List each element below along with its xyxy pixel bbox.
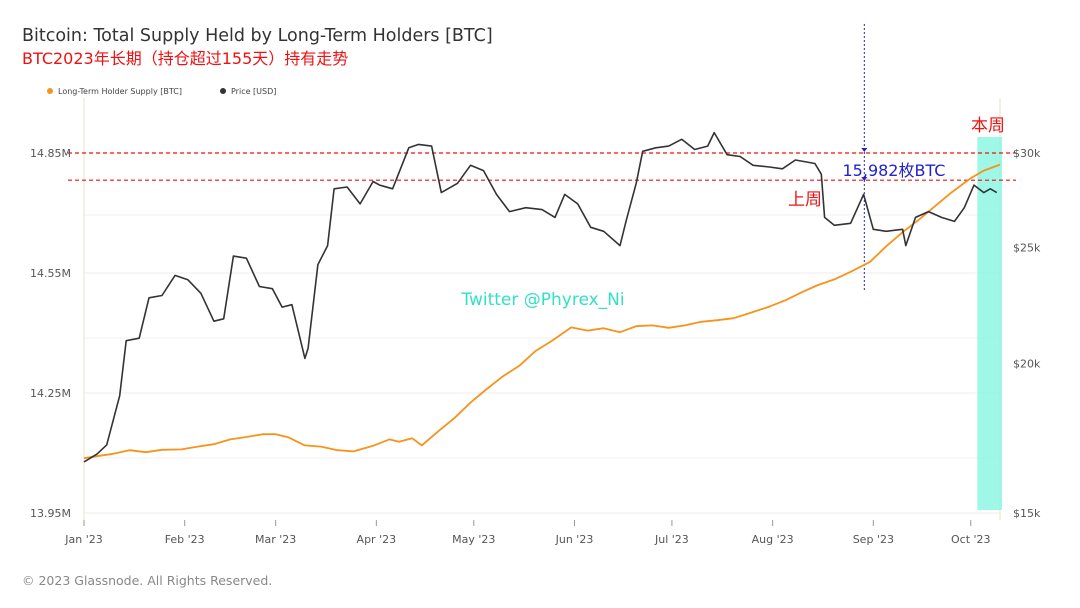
x-axis: Jan '23 Feb '23 Mar '23 Apr '23 May '23 Jun '… [64,520,991,546]
legend-swatch [47,88,53,94]
legend-label: Long-Term Holder Supply [BTC] [58,87,182,96]
y-left-tick-label: 14.85M [30,147,71,160]
reference-marker-0 [861,148,868,152]
annotation-btc-change: 15,982枚BTC [843,161,946,180]
y-axis-left: 13.95M 14.25M 14.55M 14.85M [30,147,71,520]
y-left-tick-label: 14.55M [30,267,71,280]
legend-label: Price [USD] [231,87,276,96]
x-tick-label: Oct '23 [951,533,991,546]
x-tick-label: Jan '23 [64,533,102,546]
series-layer [83,131,1001,463]
chart-legend: Long-Term Holder Supply [BTC] Price [USD] [47,87,276,96]
highlight-band-this-week [977,137,1002,510]
legend-swatch [220,88,226,94]
watermark-twitter: Twitter @Phyrex_Ni [460,290,624,310]
x-tick-label: Jul '23 [654,533,689,546]
y-right-tick-label: $15k [1013,507,1041,520]
y-axis-right: $15k $20k $25k $30k [1013,147,1041,520]
chart-subtitle: BTC2023年长期（持仓超过155天）持有走势 [22,49,349,68]
series-line-0 [83,163,1001,460]
reference-marker-1 [861,177,868,181]
y-right-tick-label: $20k [1013,358,1041,371]
x-tick-label: Jun '23 [555,533,594,546]
x-tick-label: Feb '23 [165,533,205,546]
copyright-notice: © 2023 Glassnode. All Rights Reserved. [22,573,273,588]
y-left-tick-label: 13.95M [30,507,71,520]
x-tick-label: Aug '23 [752,533,794,546]
x-tick-label: Apr '23 [357,533,397,546]
x-tick-label: Mar '23 [255,533,296,546]
y-left-tick-label: 14.25M [30,387,71,400]
series-line-1 [83,131,998,463]
y-right-tick-label: $25k [1013,242,1041,255]
chart-title: Bitcoin: Total Supply Held by Long-Term … [22,26,493,46]
y-right-tick-label: $30k [1013,147,1041,160]
reference-lines [68,24,1016,292]
annotation-last-week: 上周 [788,190,822,210]
annotation-this-week: 本周 [971,116,1005,136]
x-tick-label: May '23 [452,533,495,546]
x-tick-label: Sep '23 [853,533,894,546]
